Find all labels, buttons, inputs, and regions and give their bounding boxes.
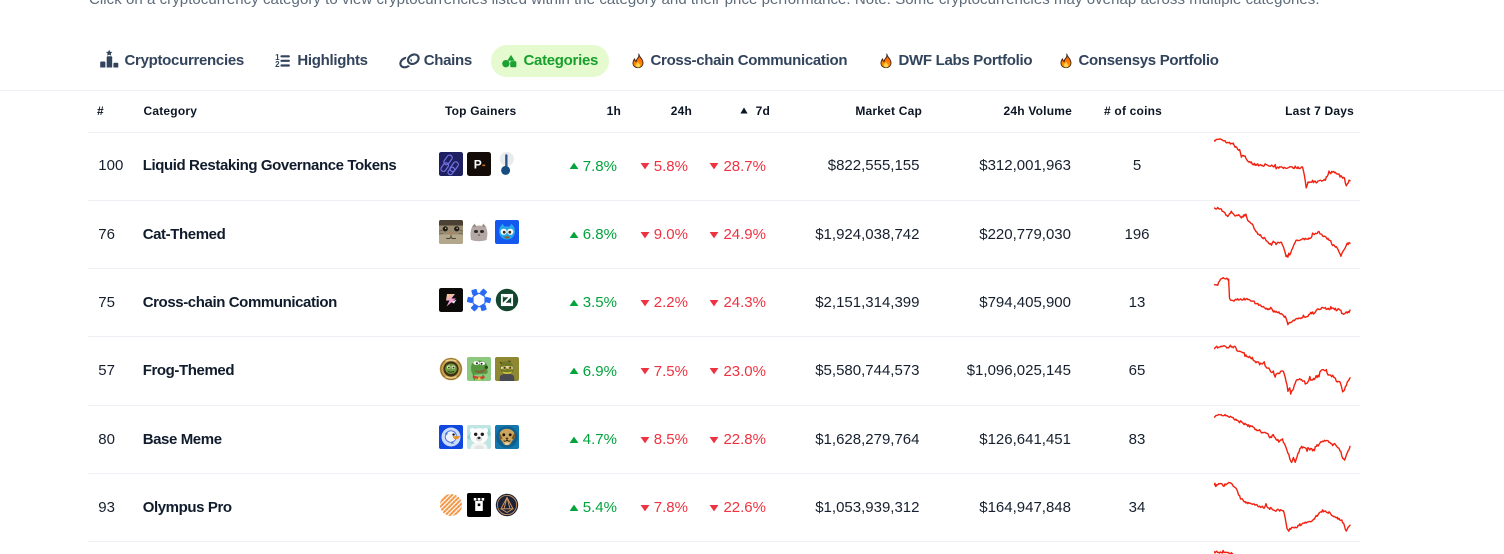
svg-text:1: 1 [275, 54, 280, 62]
svg-text:2: 2 [275, 60, 280, 68]
svg-text:P: P [474, 157, 482, 171]
